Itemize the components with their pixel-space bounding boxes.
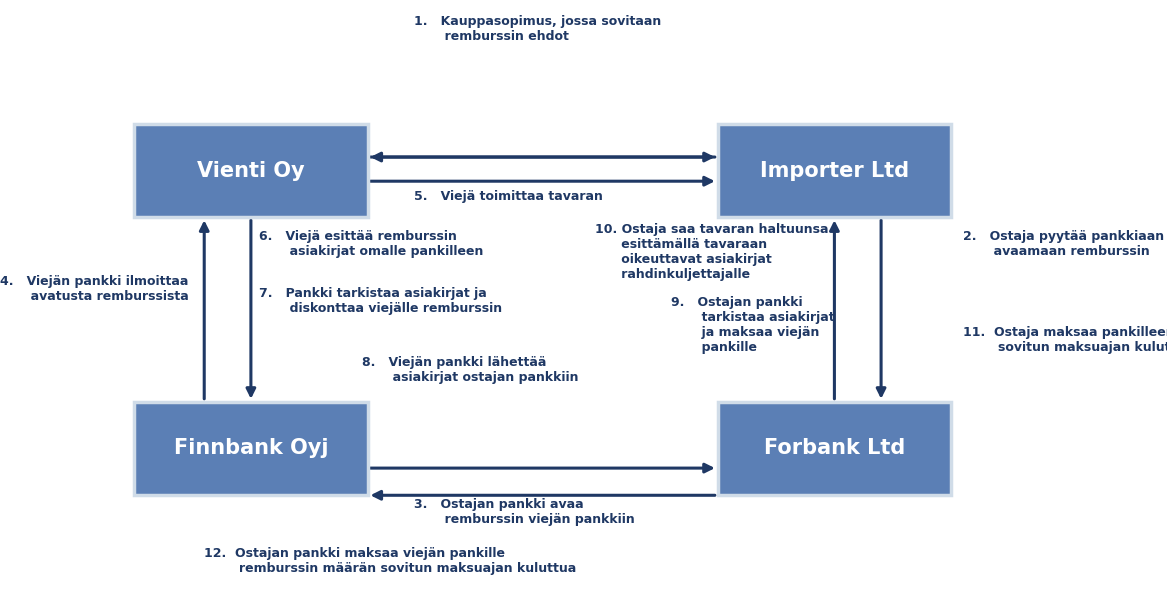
FancyBboxPatch shape <box>718 124 951 217</box>
Text: 8.   Viejän pankki lähettää
       asiakirjat ostajan pankkiin: 8. Viejän pankki lähettää asiakirjat ost… <box>362 356 579 384</box>
Text: 4.   Viejän pankki ilmoittaa
       avatusta remburssista: 4. Viejän pankki ilmoittaa avatusta remb… <box>0 275 189 303</box>
FancyBboxPatch shape <box>718 402 951 495</box>
Text: Importer Ltd: Importer Ltd <box>760 161 909 181</box>
FancyBboxPatch shape <box>134 402 368 495</box>
Text: 10. Ostaja saa tavaran haltuunsa
      esittämällä tavaraan
      oikeuttavat as: 10. Ostaja saa tavaran haltuunsa esittäm… <box>595 223 829 281</box>
Text: Forbank Ltd: Forbank Ltd <box>763 439 906 458</box>
Text: 7.   Pankki tarkistaa asiakirjat ja
       diskonttaa viejälle remburssin: 7. Pankki tarkistaa asiakirjat ja diskon… <box>259 287 502 315</box>
Text: 1.   Kauppasopimus, jossa sovitaan
       remburssin ehdot: 1. Kauppasopimus, jossa sovitaan remburs… <box>414 15 662 43</box>
FancyBboxPatch shape <box>134 124 368 217</box>
Text: 6.   Viejä esittää remburssin
       asiakirjat omalle pankilleen: 6. Viejä esittää remburssin asiakirjat o… <box>259 230 483 257</box>
Text: 3.   Ostajan pankki avaa
       remburssin viejän pankkiin: 3. Ostajan pankki avaa remburssin viejän… <box>414 498 635 526</box>
Text: 11.  Ostaja maksaa pankilleen
        sovitun maksuajan kuluttua: 11. Ostaja maksaa pankilleen sovitun mak… <box>963 326 1167 354</box>
Text: 5.   Viejä toimittaa tavaran: 5. Viejä toimittaa tavaran <box>414 190 603 204</box>
Text: Finnbank Oyj: Finnbank Oyj <box>174 439 328 458</box>
Text: 12.  Ostajan pankki maksaa viejän pankille
        remburssin määrän sovitun mak: 12. Ostajan pankki maksaa viejän pankill… <box>204 547 576 574</box>
Text: 9.   Ostajan pankki
       tarkistaa asiakirjat
       ja maksaa viejän
       p: 9. Ostajan pankki tarkistaa asiakirjat j… <box>671 296 834 354</box>
Text: Vienti Oy: Vienti Oy <box>197 161 305 181</box>
Text: 2.   Ostaja pyytää pankkiaan
       avaamaan remburssin: 2. Ostaja pyytää pankkiaan avaamaan remb… <box>963 230 1163 257</box>
